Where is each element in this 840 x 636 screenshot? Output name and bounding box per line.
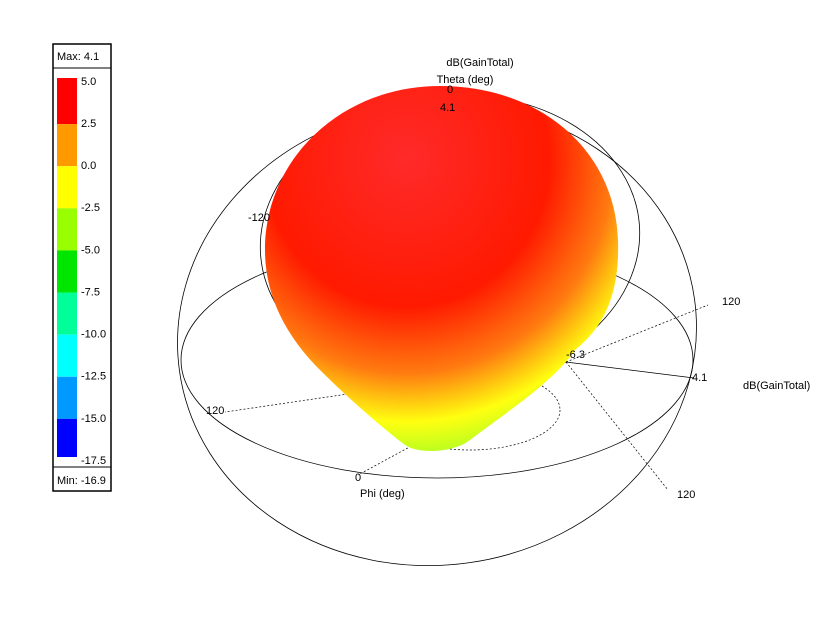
legend-band [57, 208, 77, 251]
legend-label: -15.0 [81, 413, 106, 425]
theta-label: Theta (deg) [437, 74, 494, 86]
legend-band [57, 250, 77, 293]
legend-label: -2.5 [81, 202, 100, 214]
phi-bottom: 120 [677, 489, 695, 501]
quantity-label: dB(GainTotal) [446, 57, 513, 69]
legend-max: Max: 4.1 [57, 51, 99, 63]
radial-mid: -6.3 [566, 349, 585, 361]
radial-max: 4.1 [692, 372, 707, 384]
legend-band [57, 292, 77, 335]
legend-label: -7.5 [81, 286, 100, 298]
color-legend: Max: 4.1 Min: -16.9 5.0 2.5 0.0 -2.5 -5.0 -7.… [52, 43, 112, 492]
legend-band [57, 78, 77, 125]
plot-labels: dB(GainTotal) Theta (deg) 0 4.1 -120 120… [206, 57, 810, 501]
legend-band [57, 124, 77, 167]
legend-band [57, 334, 77, 377]
legend-label: 2.5 [81, 118, 96, 130]
top-value: 4.1 [440, 102, 455, 114]
phi-left: 120 [206, 405, 224, 417]
phi-zero: 0 [355, 472, 361, 484]
legend-band [57, 166, 77, 209]
legend-band [57, 376, 77, 419]
legend-label: 5.0 [81, 76, 96, 88]
legend-label: 0.0 [81, 160, 96, 172]
phi-right: 120 [722, 296, 740, 308]
theta-zero: 0 [447, 84, 453, 96]
legend-band [57, 418, 77, 457]
legend-label: -12.5 [81, 371, 106, 383]
theta-left: -120 [248, 212, 270, 224]
legend-label: -10.0 [81, 329, 106, 341]
legend-label: -17.5 [81, 455, 106, 467]
gain-pattern [265, 86, 619, 452]
quantity-right: dB(GainTotal) [743, 380, 810, 392]
legend-min: Min: -16.9 [57, 475, 106, 487]
legend-label: -5.0 [81, 244, 100, 256]
phi-label: Phi (deg) [360, 488, 405, 500]
